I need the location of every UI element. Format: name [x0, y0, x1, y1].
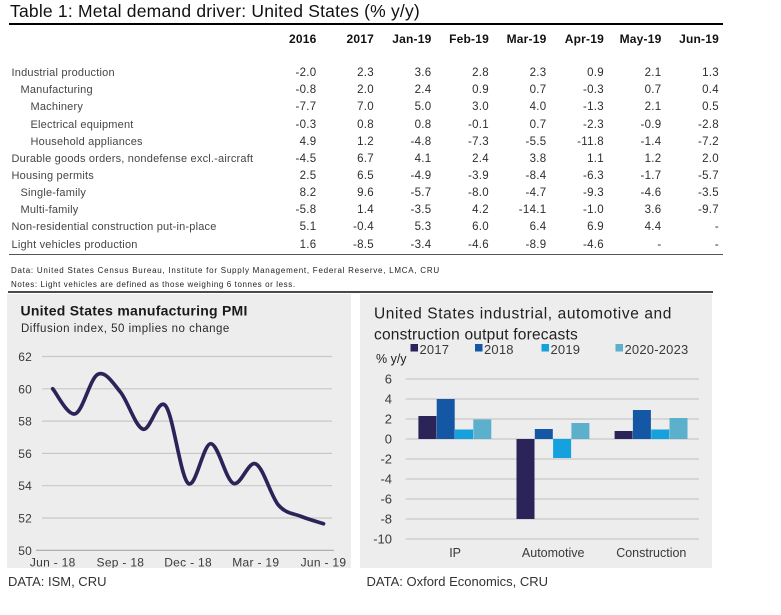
- svg-text:Dec - 18: Dec - 18: [164, 555, 212, 568]
- svg-text:Jun - 18: Jun - 18: [30, 555, 76, 568]
- svg-text:IP: IP: [449, 546, 461, 560]
- svg-text:Jun - 19: Jun - 19: [301, 555, 347, 568]
- svg-text:2: 2: [385, 411, 392, 426]
- svg-text:2020-2023: 2020-2023: [625, 342, 689, 357]
- svg-text:6: 6: [385, 371, 392, 386]
- svg-text:Automotive: Automotive: [522, 546, 585, 560]
- svg-text:construction output forecasts: construction output forecasts: [374, 326, 578, 343]
- svg-text:United States industrial, auto: United States industrial, automotive and: [374, 305, 672, 322]
- svg-text:2017: 2017: [420, 342, 450, 357]
- svg-text:60: 60: [18, 382, 32, 396]
- svg-text:50: 50: [18, 543, 32, 557]
- svg-text:-6: -6: [380, 491, 392, 506]
- svg-text:4: 4: [385, 391, 392, 406]
- svg-text:2018: 2018: [484, 342, 514, 357]
- svg-text:Mar - 19: Mar - 19: [232, 555, 279, 568]
- svg-text:Diffusion index, 50 implies no: Diffusion index, 50 implies no change: [21, 323, 230, 335]
- svg-text:54: 54: [18, 479, 32, 493]
- svg-text:58: 58: [18, 414, 32, 428]
- svg-text:-4: -4: [380, 471, 392, 486]
- svg-text:Sep - 18: Sep - 18: [97, 555, 145, 568]
- svg-text:-2: -2: [380, 451, 392, 466]
- svg-text:62: 62: [18, 350, 32, 364]
- svg-text:2019: 2019: [551, 342, 581, 357]
- svg-text:% y/y: % y/y: [376, 352, 407, 366]
- svg-text:56: 56: [18, 446, 32, 460]
- svg-text:United States manufacturing PM: United States manufacturing PMI: [21, 302, 248, 318]
- svg-text:-8: -8: [380, 511, 392, 526]
- svg-text:-10: -10: [373, 531, 392, 546]
- svg-text:52: 52: [18, 511, 32, 525]
- svg-text:Construction: Construction: [616, 546, 686, 560]
- svg-text:0: 0: [385, 431, 392, 446]
